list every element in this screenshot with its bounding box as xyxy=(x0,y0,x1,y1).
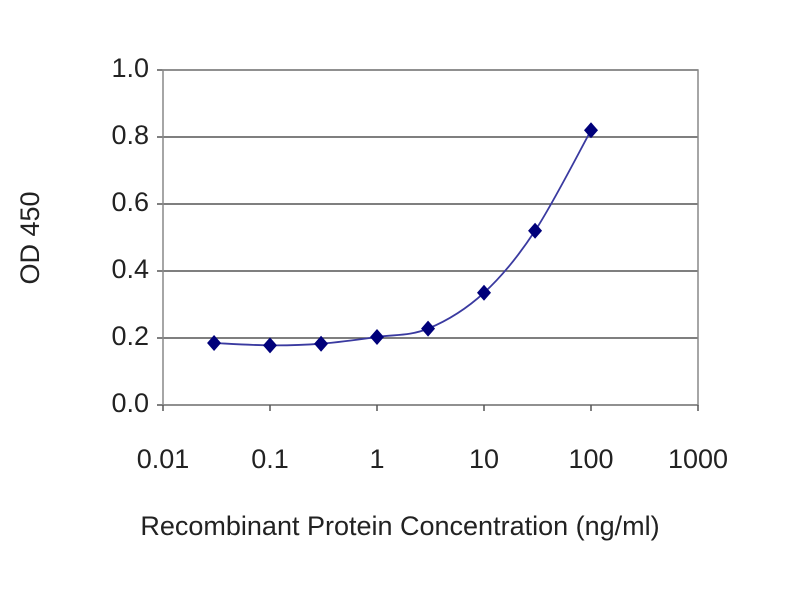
y-axis-label: OD 450 xyxy=(15,191,45,284)
data-point xyxy=(477,284,491,301)
y-tick-label: 1.0 xyxy=(111,53,149,83)
data-point xyxy=(370,328,384,345)
data-point xyxy=(584,122,598,139)
data-point xyxy=(314,335,329,352)
y-tick-label: 0.6 xyxy=(111,187,149,217)
data-point xyxy=(421,320,436,337)
y-tick-label: 0.0 xyxy=(111,388,149,418)
x-tick-label: 0.01 xyxy=(137,444,190,474)
x-tick-label: 0.1 xyxy=(251,444,289,474)
y-tick-label: 0.2 xyxy=(111,321,149,351)
plot-frame xyxy=(162,69,699,406)
x-axis-label: Recombinant Protein Concentration (ng/ml… xyxy=(140,511,659,541)
data-point xyxy=(207,335,222,352)
y-tick-label: 0.4 xyxy=(111,254,149,284)
y-tick-label: 0.8 xyxy=(111,120,149,150)
x-tick-label: 1 xyxy=(369,444,384,474)
x-tick-label: 100 xyxy=(568,444,613,474)
x-tick-label: 1000 xyxy=(668,444,728,474)
data-point xyxy=(263,337,277,354)
x-tick-label: 10 xyxy=(469,444,499,474)
data-point xyxy=(528,222,543,239)
